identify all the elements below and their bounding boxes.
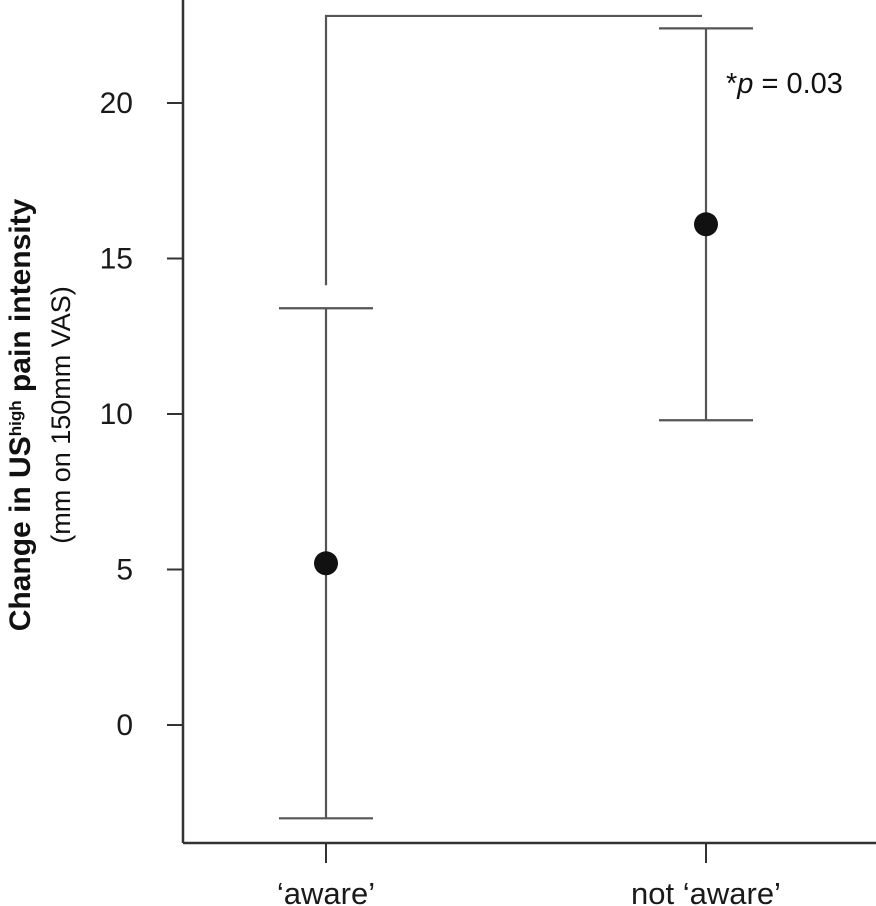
y-axis-label: Change in UShigh pain intensity (mm on 1… (4, 198, 76, 631)
error-bars (279, 27, 753, 820)
y-axis-title: Change in UShigh pain intensity (4, 198, 37, 631)
mean-point-0 (314, 551, 338, 576)
y-tick-label-5: 5 (116, 554, 133, 587)
x-tick-label-0: ‘aware’ (277, 876, 375, 906)
y-axis-title-suffix: pain intensity (4, 198, 37, 400)
axes (181, 0, 876, 845)
x-ticks: ‘aware’ not ‘aware’ (277, 843, 781, 906)
bracket-line (324, 14, 702, 286)
y-axis-title-superscript: high (6, 400, 25, 436)
significance-bracket (324, 14, 702, 286)
y-tick-label-0: 0 (116, 709, 133, 742)
y-tick-label-15: 15 (100, 243, 133, 276)
x-tick-label-1: not ‘aware’ (631, 876, 781, 906)
mean-point-1 (694, 212, 718, 237)
annotation-value: = 0.03 (753, 68, 843, 100)
y-axis-title-prefix: Change in US (4, 436, 37, 631)
annotation-p-symbol: p (736, 68, 753, 100)
y-ticks: 0 5 10 15 20 (100, 87, 183, 742)
data-points (314, 212, 718, 576)
y-tick-label-20: 20 (100, 87, 133, 120)
y-tick-label-10: 10 (100, 398, 133, 431)
annotation-star: * (726, 68, 737, 100)
p-value-annotation: *p = 0.03 (726, 68, 843, 100)
y-axis-units: (mm on 150mm VAS) (46, 286, 76, 544)
